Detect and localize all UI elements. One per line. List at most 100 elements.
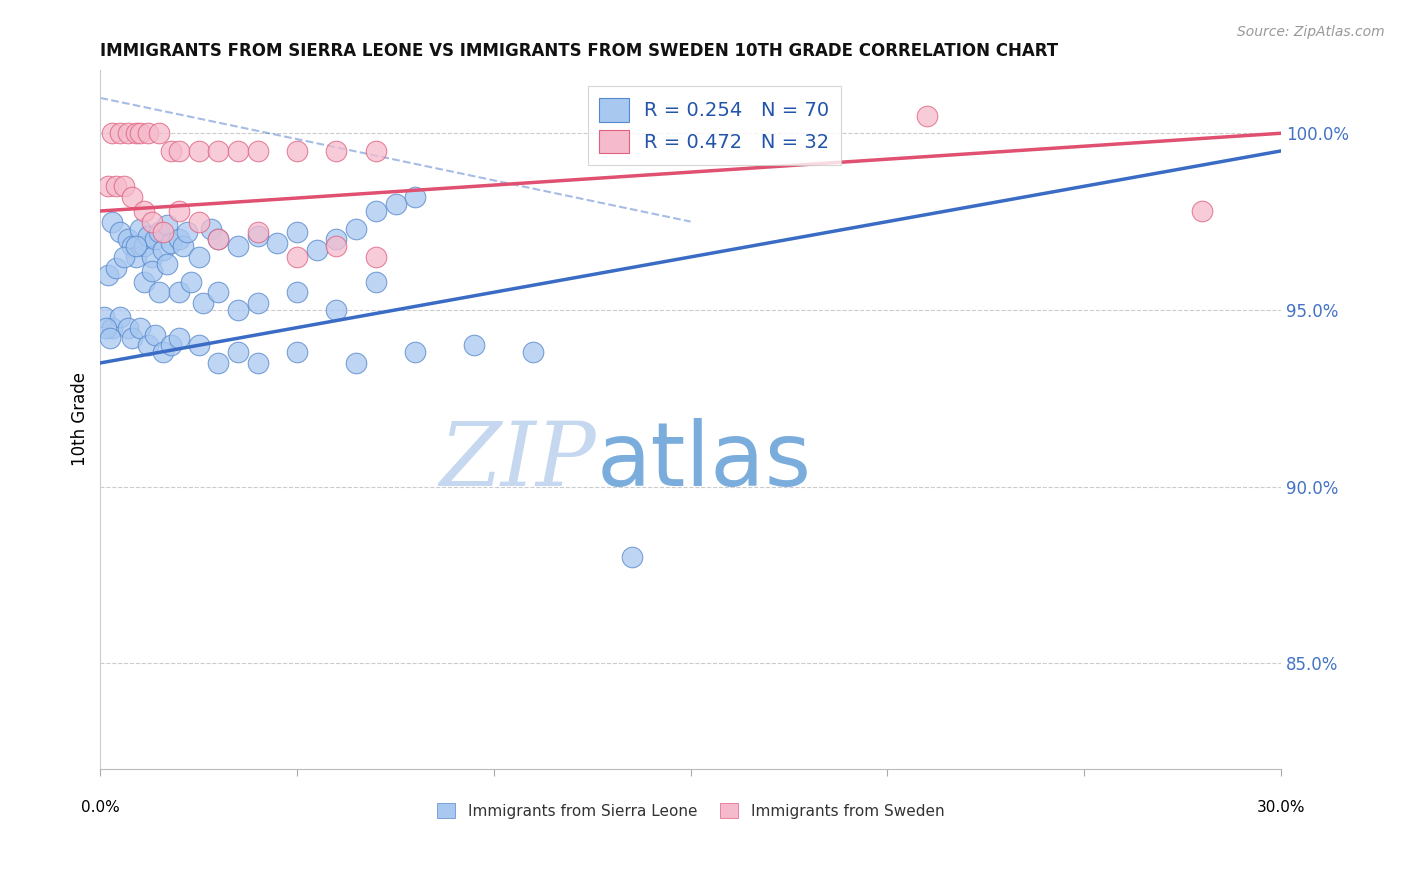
Point xyxy=(141,250,163,264)
Point xyxy=(167,204,190,219)
Point xyxy=(121,239,143,253)
Point xyxy=(325,302,347,317)
Point xyxy=(344,356,367,370)
Point xyxy=(180,275,202,289)
Point xyxy=(112,179,135,194)
Point xyxy=(246,296,269,310)
Point xyxy=(128,320,150,334)
Point xyxy=(105,260,128,275)
Point xyxy=(246,356,269,370)
Point xyxy=(404,190,426,204)
Point xyxy=(156,257,179,271)
Point xyxy=(156,218,179,232)
Point xyxy=(187,214,209,228)
Point xyxy=(128,126,150,140)
Text: ZIP: ZIP xyxy=(440,418,596,505)
Point xyxy=(915,109,938,123)
Point xyxy=(108,310,131,324)
Point xyxy=(176,225,198,239)
Point xyxy=(463,338,485,352)
Point xyxy=(141,264,163,278)
Point xyxy=(285,225,308,239)
Point xyxy=(285,285,308,300)
Point xyxy=(101,320,124,334)
Text: atlas: atlas xyxy=(596,418,811,505)
Point xyxy=(136,126,159,140)
Point xyxy=(187,250,209,264)
Point xyxy=(364,204,387,219)
Point xyxy=(93,310,115,324)
Point xyxy=(344,221,367,235)
Point xyxy=(152,243,174,257)
Point xyxy=(207,356,229,370)
Point xyxy=(207,232,229,246)
Y-axis label: 10th Grade: 10th Grade xyxy=(72,373,89,467)
Point xyxy=(285,144,308,158)
Point xyxy=(145,327,167,342)
Point xyxy=(108,225,131,239)
Point xyxy=(207,144,229,158)
Point xyxy=(117,126,139,140)
Point xyxy=(105,179,128,194)
Text: 30.0%: 30.0% xyxy=(1257,800,1305,815)
Point xyxy=(141,214,163,228)
Point xyxy=(187,338,209,352)
Point xyxy=(136,228,159,243)
Point xyxy=(97,179,120,194)
Point xyxy=(246,144,269,158)
Point xyxy=(620,550,643,565)
Point xyxy=(148,285,170,300)
Legend: Immigrants from Sierra Leone, Immigrants from Sweden: Immigrants from Sierra Leone, Immigrants… xyxy=(432,797,950,824)
Text: 0.0%: 0.0% xyxy=(82,800,120,815)
Point xyxy=(285,345,308,359)
Point xyxy=(325,232,347,246)
Point xyxy=(364,144,387,158)
Point xyxy=(148,126,170,140)
Text: Source: ZipAtlas.com: Source: ZipAtlas.com xyxy=(1237,25,1385,39)
Point xyxy=(101,214,124,228)
Point xyxy=(108,126,131,140)
Point xyxy=(121,331,143,345)
Point xyxy=(101,126,124,140)
Point xyxy=(325,144,347,158)
Point xyxy=(98,331,121,345)
Point xyxy=(97,268,120,282)
Point xyxy=(117,320,139,334)
Point xyxy=(200,221,222,235)
Point xyxy=(285,250,308,264)
Text: IMMIGRANTS FROM SIERRA LEONE VS IMMIGRANTS FROM SWEDEN 10TH GRADE CORRELATION CH: IMMIGRANTS FROM SIERRA LEONE VS IMMIGRAN… xyxy=(100,42,1059,60)
Point xyxy=(125,126,148,140)
Point xyxy=(266,235,288,250)
Point xyxy=(226,302,249,317)
Point xyxy=(125,239,148,253)
Point xyxy=(96,320,118,334)
Point xyxy=(121,190,143,204)
Point xyxy=(246,228,269,243)
Point xyxy=(404,345,426,359)
Point xyxy=(226,144,249,158)
Point xyxy=(187,144,209,158)
Point xyxy=(305,243,328,257)
Point xyxy=(226,239,249,253)
Point xyxy=(384,197,406,211)
Point xyxy=(160,338,183,352)
Point xyxy=(152,225,174,239)
Point xyxy=(207,285,229,300)
Point xyxy=(132,275,155,289)
Point xyxy=(132,239,155,253)
Point xyxy=(132,204,155,219)
Point xyxy=(167,144,190,158)
Point xyxy=(152,345,174,359)
Point xyxy=(167,232,190,246)
Point xyxy=(167,331,190,345)
Point xyxy=(148,225,170,239)
Point xyxy=(191,296,214,310)
Point xyxy=(112,250,135,264)
Point xyxy=(117,232,139,246)
Point xyxy=(207,232,229,246)
Point xyxy=(145,232,167,246)
Point xyxy=(1191,204,1213,219)
Point xyxy=(172,239,194,253)
Point xyxy=(167,285,190,300)
Point xyxy=(522,345,544,359)
